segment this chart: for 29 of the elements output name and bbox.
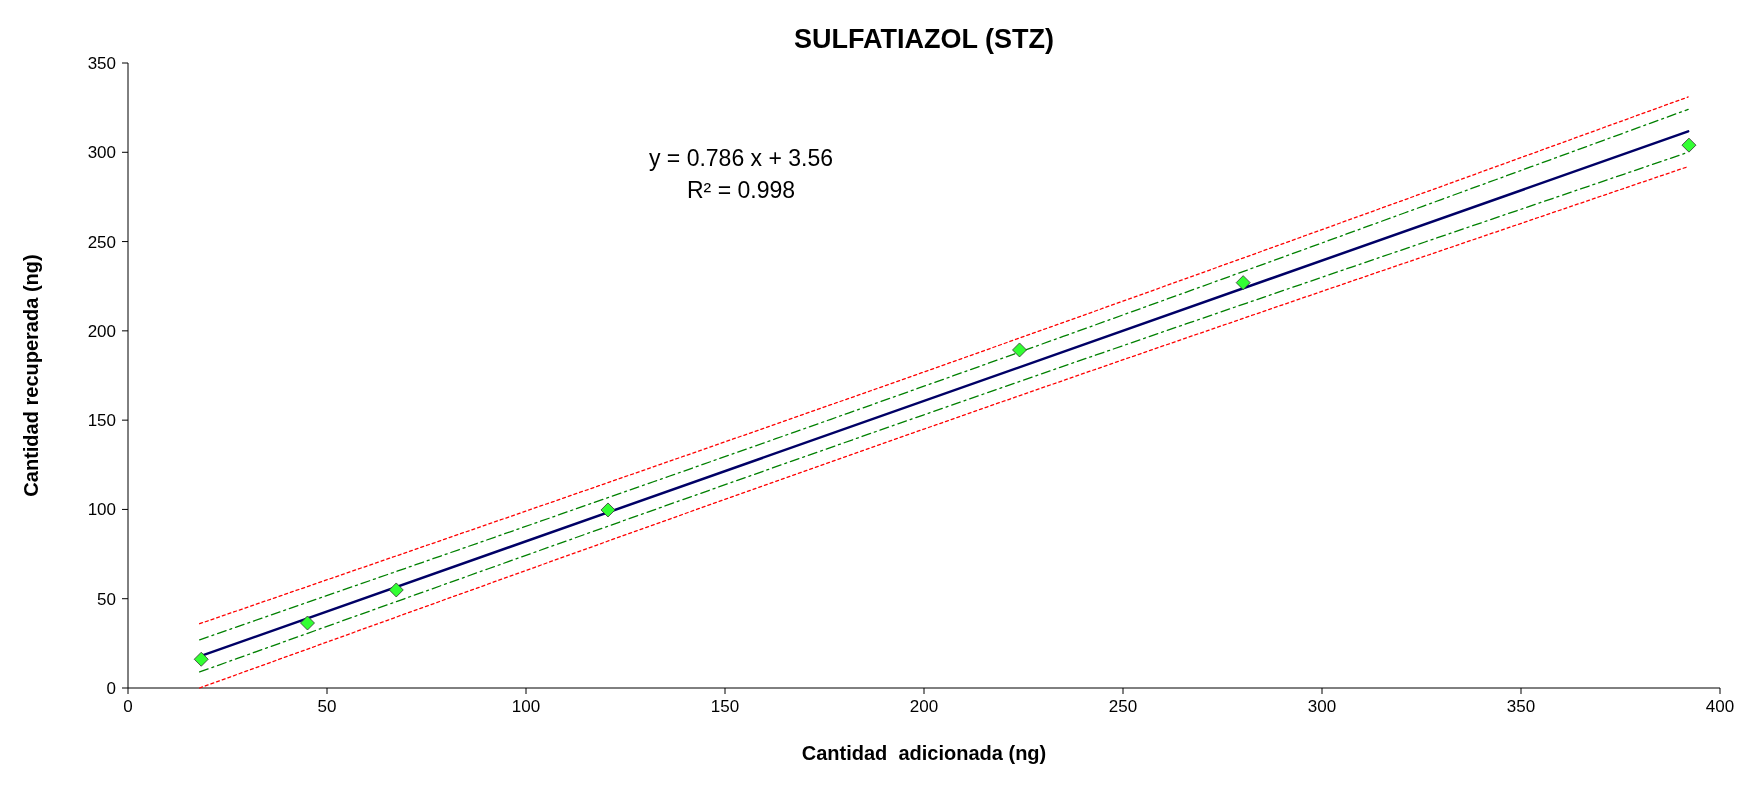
y-tick-label: 50 — [97, 589, 116, 609]
point — [388, 582, 404, 598]
x-tick-label: 350 — [1506, 697, 1536, 716]
y-axis-title: Cantidad recuperada (ng) — [20, 254, 42, 497]
point — [1681, 137, 1697, 153]
x-tick-label: 0 — [123, 697, 133, 716]
x-tick-label: 250 — [1108, 697, 1138, 716]
y-tick-label: 150 — [87, 411, 116, 431]
x-tick-label: 50 — [317, 697, 337, 716]
x-tick-label: 100 — [511, 697, 541, 716]
x-tick-label: 150 — [710, 697, 740, 716]
annotation: y = 0.786 x + 3.56 — [648, 145, 834, 171]
point — [600, 502, 616, 518]
point — [300, 615, 315, 631]
y-tick-label: 200 — [87, 321, 116, 341]
annotation: R² = 0.998 — [686, 177, 796, 203]
y-tick-label: 100 — [87, 500, 116, 520]
y-tick-label: 300 — [87, 143, 116, 163]
point — [193, 651, 209, 667]
chart-title: SULFATIAZOL (STZ) — [794, 24, 1054, 54]
y-tick-label: 0 — [106, 679, 116, 698]
x-axis-title: Cantidad adicionada (ng) — [801, 742, 1047, 764]
point — [1235, 275, 1251, 291]
y-tick-label: 350 — [87, 54, 116, 73]
x-tick-label: 400 — [1705, 697, 1735, 716]
x-tick-label: 300 — [1307, 697, 1337, 716]
y-tick-label: 250 — [87, 232, 116, 252]
x-tick-label: 200 — [909, 697, 939, 716]
point — [1012, 342, 1027, 358]
